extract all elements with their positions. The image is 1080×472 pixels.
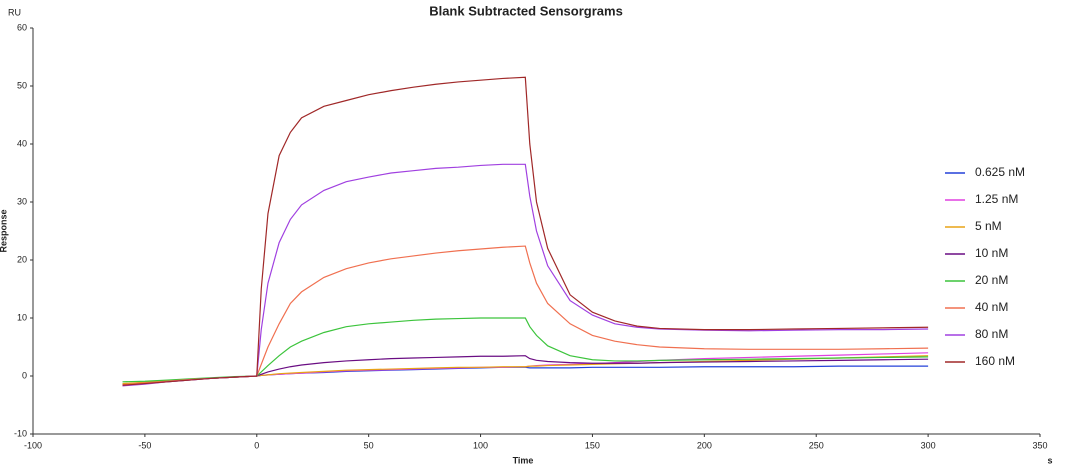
y-tick-label: -10 bbox=[14, 428, 27, 438]
y-tick-label: 0 bbox=[22, 370, 27, 380]
x-tick-label: 50 bbox=[364, 440, 374, 450]
y-tick-label: 60 bbox=[17, 22, 27, 32]
x-tick-label: 0 bbox=[254, 440, 259, 450]
x-tick-label: 350 bbox=[1032, 440, 1047, 450]
y-unit: RU bbox=[8, 7, 21, 17]
y-tick-label: 40 bbox=[17, 138, 27, 148]
y-axis-label: Response bbox=[0, 209, 8, 252]
series-line bbox=[122, 365, 929, 386]
x-tick-label: 100 bbox=[473, 440, 488, 450]
chart-title: Blank Subtracted Sensorgrams bbox=[429, 3, 623, 18]
legend-label: 5 nM bbox=[975, 219, 1002, 233]
legend-label: 1.25 nM bbox=[975, 192, 1018, 206]
y-tick-label: 20 bbox=[17, 254, 27, 264]
legend-label: 10 nM bbox=[975, 246, 1008, 260]
x-unit: s bbox=[1047, 455, 1052, 465]
x-tick-label: -50 bbox=[138, 440, 151, 450]
x-tick-label: 300 bbox=[921, 440, 936, 450]
legend-label: 0.625 nM bbox=[975, 165, 1025, 179]
y-tick-label: 10 bbox=[17, 312, 27, 322]
y-tick-label: 30 bbox=[17, 196, 27, 206]
series-line bbox=[122, 163, 929, 387]
x-tick-label: 200 bbox=[697, 440, 712, 450]
legend-label: 40 nM bbox=[975, 300, 1008, 314]
legend-label: 160 nM bbox=[975, 354, 1015, 368]
series-line bbox=[122, 355, 929, 385]
series-line bbox=[122, 352, 929, 385]
series-line bbox=[122, 355, 929, 386]
x-tick-label: -100 bbox=[24, 440, 42, 450]
series-line bbox=[122, 245, 929, 386]
series-line bbox=[122, 76, 929, 386]
x-axis-label: Time bbox=[513, 455, 534, 465]
legend-label: 80 nM bbox=[975, 327, 1008, 341]
y-tick-label: 50 bbox=[17, 80, 27, 90]
x-tick-label: 250 bbox=[809, 440, 824, 450]
x-tick-label: 150 bbox=[585, 440, 600, 450]
legend-label: 20 nM bbox=[975, 273, 1008, 287]
